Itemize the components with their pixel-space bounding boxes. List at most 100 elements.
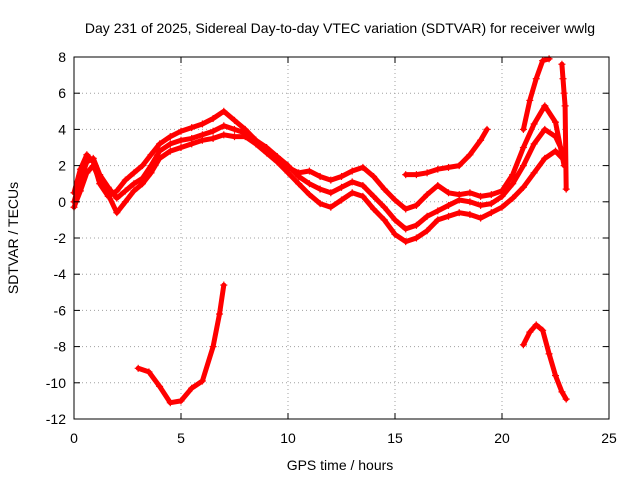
data-point bbox=[509, 171, 517, 179]
series-track-a bbox=[70, 102, 568, 213]
data-point bbox=[455, 209, 463, 217]
data-point bbox=[338, 172, 345, 180]
y-tick-label: -10 bbox=[46, 375, 66, 391]
data-point bbox=[370, 205, 378, 213]
data-point bbox=[552, 147, 559, 155]
data-point bbox=[220, 281, 228, 289]
series-line bbox=[520, 322, 569, 402]
data-point bbox=[198, 136, 206, 144]
series-track-g bbox=[519, 321, 570, 403]
data-point bbox=[359, 192, 367, 200]
data-point bbox=[89, 162, 97, 170]
data-point bbox=[519, 144, 527, 151]
data-point bbox=[188, 124, 196, 132]
data-point bbox=[541, 154, 549, 162]
series-line bbox=[559, 61, 569, 192]
data-point bbox=[380, 203, 388, 211]
data-point bbox=[526, 96, 534, 104]
data-point bbox=[295, 172, 303, 180]
data-point bbox=[166, 133, 174, 141]
data-point bbox=[530, 140, 538, 148]
series-line bbox=[71, 103, 567, 212]
y-axis-label: SDTVAR / TECUs bbox=[5, 182, 21, 294]
data-point bbox=[113, 209, 121, 217]
data-point bbox=[220, 107, 228, 115]
data-point bbox=[532, 75, 540, 83]
data-point bbox=[177, 397, 185, 405]
data-point bbox=[445, 163, 452, 171]
data-point bbox=[498, 192, 506, 200]
data-point bbox=[198, 377, 206, 385]
series-track-e bbox=[519, 55, 553, 133]
data-point bbox=[113, 194, 121, 202]
data-point bbox=[284, 169, 292, 177]
data-point bbox=[423, 191, 431, 199]
x-tick-label: 5 bbox=[177, 430, 185, 446]
data-point bbox=[156, 147, 164, 155]
data-point bbox=[166, 140, 174, 148]
y-tick-label: 4 bbox=[58, 121, 66, 137]
data-point bbox=[434, 182, 442, 190]
data-point bbox=[445, 189, 452, 197]
data-point bbox=[509, 180, 517, 188]
data-point bbox=[487, 209, 495, 217]
data-point bbox=[477, 192, 485, 200]
data-point bbox=[316, 200, 324, 208]
data-point bbox=[83, 169, 91, 177]
data-point bbox=[541, 125, 549, 133]
data-point bbox=[560, 89, 568, 97]
data-point bbox=[130, 169, 138, 177]
grid bbox=[74, 57, 609, 419]
data-point bbox=[156, 382, 164, 390]
data-point bbox=[466, 210, 474, 218]
data-point bbox=[338, 183, 345, 191]
data-point bbox=[466, 189, 474, 197]
data-point bbox=[220, 122, 228, 130]
data-point bbox=[391, 230, 399, 238]
data-point bbox=[412, 201, 420, 209]
data-point bbox=[231, 133, 238, 141]
data-point bbox=[455, 162, 463, 170]
data-point bbox=[562, 185, 570, 193]
data-point bbox=[561, 102, 569, 110]
data-point bbox=[487, 191, 495, 199]
data-point bbox=[445, 212, 452, 220]
data-point bbox=[559, 75, 567, 83]
y-tick-label: -2 bbox=[54, 230, 67, 246]
data-point bbox=[359, 163, 367, 171]
data-point bbox=[147, 151, 155, 159]
data-point bbox=[545, 350, 553, 358]
data-point bbox=[359, 182, 367, 190]
data-point bbox=[391, 196, 399, 204]
data-point bbox=[121, 198, 129, 206]
data-point bbox=[327, 189, 335, 197]
data-point bbox=[348, 178, 356, 186]
data-point bbox=[519, 162, 527, 170]
data-point bbox=[558, 60, 566, 68]
data-point bbox=[130, 180, 138, 188]
data-point bbox=[455, 196, 463, 204]
data-point bbox=[231, 116, 238, 124]
data-point bbox=[519, 125, 527, 133]
data-point bbox=[530, 169, 538, 177]
data-point bbox=[402, 205, 410, 213]
data-point bbox=[423, 227, 431, 235]
x-tick-label: 10 bbox=[280, 430, 296, 446]
data-point bbox=[498, 203, 506, 211]
data-point bbox=[138, 180, 146, 188]
data-point bbox=[412, 234, 420, 242]
data-point bbox=[380, 185, 388, 193]
data-point bbox=[156, 154, 164, 162]
data-point bbox=[338, 196, 345, 204]
data-point bbox=[209, 115, 217, 123]
data-point bbox=[402, 238, 410, 246]
data-point bbox=[552, 372, 559, 380]
data-point bbox=[558, 388, 566, 396]
series-line bbox=[135, 282, 227, 406]
data-point bbox=[423, 212, 431, 220]
data-point bbox=[241, 133, 249, 141]
axis-ticks: 0 5 10 15 20 25 -12 -10 -8 -6 -4 -2 0 2 4 6 8 bbox=[46, 49, 617, 446]
data-point bbox=[273, 158, 281, 166]
